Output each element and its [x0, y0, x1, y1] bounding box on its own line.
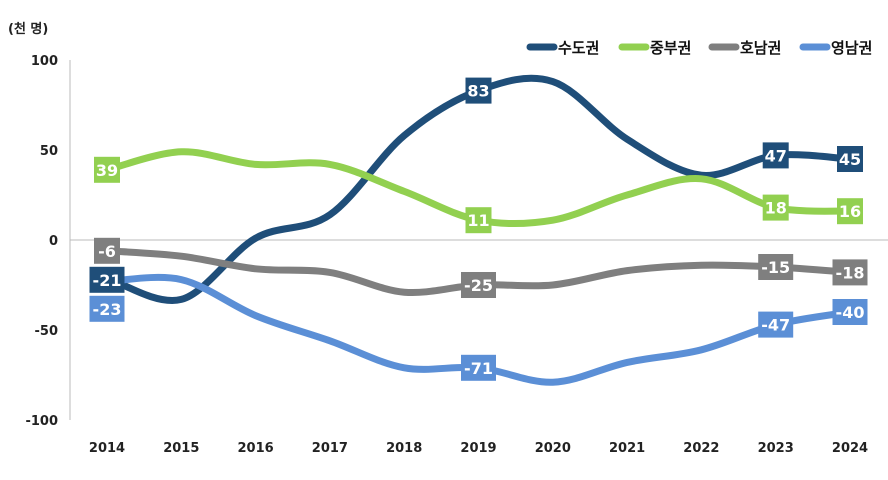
data-label-box	[762, 194, 789, 221]
data-label-box	[465, 77, 492, 104]
legend-item: 중부권	[618, 39, 691, 57]
data-label-text: -15	[761, 258, 790, 277]
y-tick-label: 0	[49, 234, 58, 249]
x-tick-label: 2015	[163, 441, 199, 456]
x-tick-label: 2024	[832, 441, 868, 456]
data-label-text: -21	[93, 271, 122, 290]
data-label-box	[94, 237, 120, 264]
data-label-text: 11	[467, 211, 489, 230]
data-label: -15	[758, 254, 794, 280]
legend-label: 중부권	[650, 39, 691, 57]
legend-label: 호남권	[740, 39, 781, 57]
data-label: -18	[832, 259, 868, 286]
y-tick-label: -100	[25, 414, 58, 429]
data-label-box	[89, 266, 125, 293]
data-label-box	[758, 254, 794, 280]
x-tick-label: 2019	[460, 441, 496, 456]
unit-label: (천 명)	[8, 21, 48, 37]
data-label-text: 83	[467, 82, 489, 101]
x-tick-label: 2017	[312, 441, 348, 456]
legend-item: 호남권	[708, 39, 781, 57]
data-label-box	[461, 354, 496, 381]
x-tick-label: 2016	[238, 441, 274, 456]
x-tick-label: 2021	[609, 441, 645, 456]
data-label: -71	[461, 354, 496, 381]
legend-item: 영남권	[799, 39, 872, 57]
data-label: 18	[762, 194, 789, 221]
x-tick-label: 2020	[535, 441, 571, 456]
data-label-box	[465, 207, 492, 234]
data-label-box	[89, 295, 125, 322]
data-label: 11	[465, 207, 492, 234]
data-label: -6	[94, 237, 120, 264]
data-label-text: -47	[761, 316, 790, 335]
y-tick-label: -50	[35, 324, 59, 339]
x-tick-label: 2018	[386, 441, 422, 456]
data-label: -21	[89, 266, 125, 293]
data-label-text: 18	[765, 199, 787, 218]
data-label: -23	[89, 295, 125, 322]
data-label: 83	[465, 77, 492, 104]
data-label-text: -25	[464, 276, 493, 295]
x-tick-label: 2014	[89, 441, 125, 456]
data-label-text: -6	[98, 242, 116, 261]
data-label: -47	[758, 311, 794, 338]
data-label-box	[832, 259, 868, 286]
data-label-box	[837, 146, 863, 172]
data-label-text: -23	[93, 300, 122, 319]
data-label-text: 16	[839, 202, 861, 221]
y-tick-label: 100	[31, 54, 58, 69]
data-label-box	[832, 299, 868, 325]
x-tick-label: 2022	[683, 441, 719, 456]
data-label-box	[762, 142, 789, 169]
data-label-text: -18	[836, 263, 865, 282]
data-label-text: -40	[836, 303, 865, 322]
data-label: 16	[837, 198, 863, 225]
data-label: -40	[832, 299, 868, 325]
legend-item: 수도권	[526, 39, 599, 57]
data-label: 45	[837, 146, 863, 172]
x-tick-label: 2023	[758, 441, 794, 456]
data-label-box	[758, 311, 794, 338]
data-label-text: 47	[765, 146, 787, 165]
legend-label: 영남권	[831, 39, 872, 57]
y-tick-label: 50	[40, 144, 58, 159]
data-label: 47	[762, 142, 789, 169]
legend-label: 수도권	[558, 39, 599, 57]
data-label: 39	[94, 156, 120, 183]
data-label-text: 39	[96, 161, 118, 180]
data-label-box	[461, 272, 496, 298]
data-label-box	[94, 156, 120, 183]
data-label-text: -71	[464, 359, 493, 378]
data-label: -25	[461, 272, 496, 298]
data-label-text: 45	[839, 150, 861, 169]
data-label-box	[837, 198, 863, 225]
